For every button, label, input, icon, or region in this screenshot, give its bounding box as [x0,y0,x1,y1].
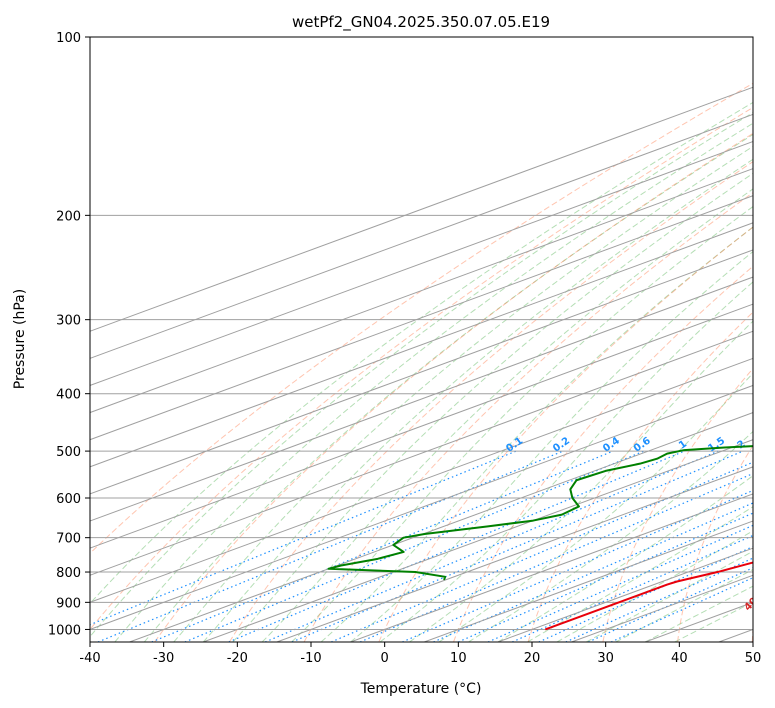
moist-adiabat-line [90,112,753,638]
y-tick-label: 800 [56,566,81,581]
mixing-ratio-line [151,450,614,642]
y-axis: 100 200 300 400 500 600 700 800 900 1000 [48,31,90,638]
isotherm-line [90,303,753,549]
isotherm-line [90,249,753,495]
x-axis-label: Temperature (°C) [360,681,482,697]
dry-adiabat-line [453,265,753,642]
moist-adiabat-line [527,506,753,642]
dry-adiabat-line [527,311,753,642]
mixing-ratio-line [184,450,645,642]
moist-adiabat-line [114,122,753,642]
moist-adiabat-line [350,250,753,642]
x-tick-label: -10 [300,651,321,666]
mixing-ratio-line [291,450,744,642]
x-tick-label: 30 [597,651,614,666]
x-axis: -40 -30 -20 -10 0 10 20 30 40 50 [79,642,761,666]
isotherm-line [90,276,753,522]
dry-adiabat-line [677,444,753,642]
moist-adiabat-line [202,158,753,642]
x-tick-label: 50 [745,651,762,666]
moist-adiabat-line [291,205,753,642]
isotherm-line [90,86,753,332]
moist-adiabat-line [173,145,753,642]
y-tick-label: 100 [56,31,81,46]
y-tick-label: 700 [56,532,81,547]
isotherm-line [90,384,753,630]
dry-adiabat-line [90,106,753,631]
pressure-gridlines [90,37,753,630]
isotherm-line [90,330,753,576]
isotherm-line [350,493,753,642]
y-tick-label: 200 [56,209,81,224]
dry-adiabat-line [90,82,753,554]
y-tick-label: 400 [56,388,81,403]
isotherm-line [203,439,753,642]
moist-adiabat-line [468,430,753,642]
isotherm-label: 30 [751,565,769,583]
chart-title: wetPf2_GN04.2025.350.07.05.E19 [292,13,550,32]
dewpoint-line [327,445,753,581]
x-tick-label: 20 [524,651,541,666]
isotherm-line [90,357,753,603]
x-tick-label: 10 [450,651,467,666]
dry-adiabat-line [154,132,753,642]
y-tick-label: 600 [56,492,81,507]
moist-adiabat-line [438,372,753,642]
x-tick-label: 40 [671,651,688,666]
isotherm-line [129,412,753,642]
moist-adiabat-line [143,133,753,642]
x-tick-label: -30 [153,651,174,666]
x-tick-label: -20 [227,651,248,666]
x-tick-label: -40 [79,651,100,666]
moist-adiabat-line [232,172,753,642]
moist-adiabat-line [90,101,753,605]
y-tick-label: 300 [56,314,81,329]
isotherm-line [90,113,753,359]
y-axis-label: Pressure (hPa) [12,289,28,389]
y-tick-label: 500 [56,445,81,460]
isotherm-line [90,195,753,441]
y-tick-label: 900 [56,596,81,611]
dry-adiabat-line [228,161,753,642]
isotherm-line [90,140,753,386]
profile-series [327,445,753,631]
x-tick-label: 0 [381,651,389,666]
isotherms [90,86,753,642]
isotherm-line [90,222,753,468]
moist-adiabats [90,101,753,642]
mixing-ratio-line [487,524,753,642]
y-tick-label: 1000 [48,623,81,638]
isotherm-line [424,520,753,642]
mixing-ratio-line [402,489,753,642]
plot-area: -100-90-80-70-60-50-40-30-20-10010203040… [90,37,769,642]
plot-frame [89,36,754,643]
mixing-ratio-line [330,461,753,642]
moist-adiabat-line [556,530,753,642]
isotherm-line [276,466,753,642]
moist-adiabat-line [644,585,753,642]
isotherm-line [90,168,753,414]
isotherm-label: 40 [742,596,760,614]
